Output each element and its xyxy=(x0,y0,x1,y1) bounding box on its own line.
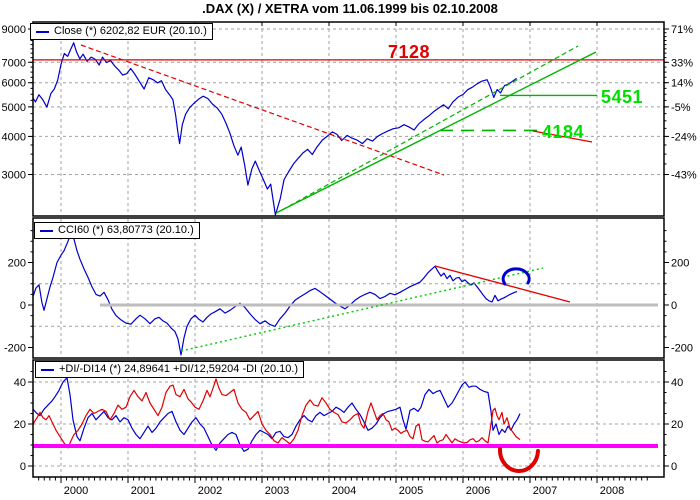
x-axis-year-label: 2001 xyxy=(131,485,155,497)
+di14-line xyxy=(32,377,521,452)
panel-frame xyxy=(32,359,665,478)
y-axis-label-right: 14% xyxy=(671,78,693,90)
x-axis-year-label: 2006 xyxy=(466,485,490,497)
x-axis-year-label: 2008 xyxy=(600,485,624,497)
y-axis-label-left: 3000 xyxy=(2,170,26,182)
level-label-7128: 7128 xyxy=(388,42,431,62)
x-axis-year-label: 2002 xyxy=(198,485,222,497)
y-axis-label-right: -5% xyxy=(671,102,691,114)
y-axis-label-right: 40 xyxy=(671,377,683,389)
cci60-line xyxy=(32,232,518,356)
level-label-5451: 5451 xyxy=(601,87,644,107)
y-axis-label-left: 0 xyxy=(20,461,26,473)
y-axis-label-left: 6000 xyxy=(2,78,26,90)
cci-legend: CCI60 (*) 63,80773 (20.10.) xyxy=(34,222,200,239)
y-axis-label-right: 200 xyxy=(671,258,689,270)
y-axis-label-left: 20 xyxy=(14,419,26,431)
x-axis-year-label: 2007 xyxy=(533,485,557,497)
close-line xyxy=(32,42,517,216)
x-axis-year-label: 2004 xyxy=(332,485,356,497)
panel-frame xyxy=(32,217,665,359)
y-axis-label-left: 9000 xyxy=(2,24,26,36)
y-axis-label-left: 5000 xyxy=(2,102,26,114)
y-axis-label-right: -43% xyxy=(671,170,697,182)
-di14-line xyxy=(32,378,521,449)
di-legend: +DI/-DI14 (*) 24,89641 +DI/12,59204 -DI … xyxy=(35,361,305,378)
y-axis-label-right: 33% xyxy=(671,57,693,69)
x-axis-year-label: 2003 xyxy=(265,485,289,497)
y-axis-label-left: 200 xyxy=(8,258,26,270)
price-legend: Close (*) 6202,82 EUR (20.10.) xyxy=(30,23,213,40)
close-series-swatch xyxy=(36,30,49,33)
y-axis-label-left: 40 xyxy=(14,377,26,389)
y-axis-label-right: 0 xyxy=(671,461,677,473)
y-axis-label-right: -200 xyxy=(671,343,693,355)
x-axis-year-label: 2005 xyxy=(399,485,423,497)
cci-legend-label: CCI60 (*) 63,80773 (20.10.) xyxy=(58,224,194,236)
red-circle-annotation xyxy=(497,447,540,473)
y-axis-label-right: 0 xyxy=(671,300,677,312)
blue-circle-annotation xyxy=(501,267,531,286)
cci-uptrend-dotted xyxy=(180,267,544,352)
minor-downtrend xyxy=(532,130,593,143)
di-series-swatch xyxy=(41,368,54,371)
level-label-4184: 4184 xyxy=(542,122,585,142)
chart-title: .DAX (X) / XETRA vom 11.06.1999 bis 02.1… xyxy=(202,1,498,16)
cci-series-swatch xyxy=(40,229,53,232)
y-axis-label-right: 20 xyxy=(671,419,683,431)
y-axis-label-right: -24% xyxy=(671,131,697,143)
y-axis-label-left: 7000 xyxy=(2,57,26,69)
panel-frame xyxy=(32,21,665,217)
y-axis-label-left: 4000 xyxy=(2,131,26,143)
di-legend-label: +DI/-DI14 (*) 24,89641 +DI/12,59204 -DI … xyxy=(59,363,299,375)
y-axis-label-right: 71% xyxy=(671,24,693,36)
uptrend-solid xyxy=(275,51,597,214)
cci-downtrend xyxy=(434,265,571,303)
y-axis-label-left: 0 xyxy=(20,300,26,312)
price-legend-label: Close (*) 6202,82 EUR (20.10.) xyxy=(54,25,207,37)
uptrend-dashed xyxy=(281,45,579,211)
x-axis-year-label: 2000 xyxy=(64,485,88,497)
y-axis-label-left: -200 xyxy=(4,343,26,355)
